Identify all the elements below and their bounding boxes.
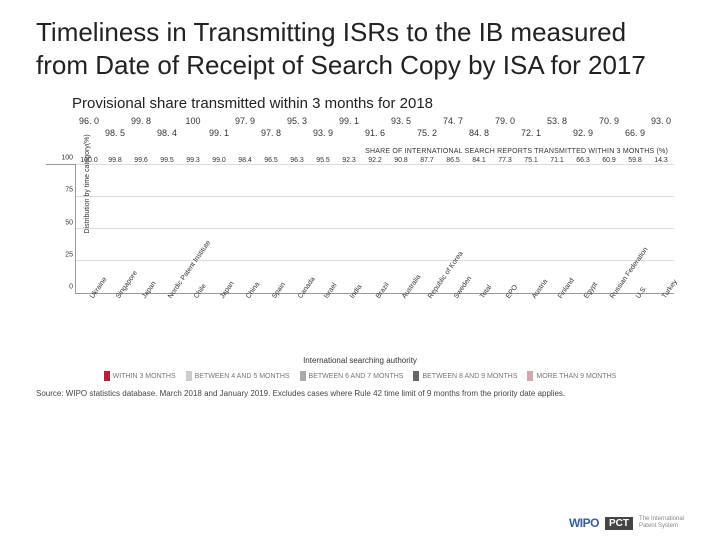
legend: WITHIN 3 MONTHS BETWEEN 4 AND 5 MONTHS BET… [46, 371, 674, 381]
chart-header-value: 92.3 [336, 157, 362, 164]
x-label: Japan [128, 294, 154, 354]
x-label: Brazil [362, 294, 388, 354]
chart-header-value: 66.3 [570, 157, 596, 164]
legend-item: BETWEEN 8 AND 9 MONTHS [413, 371, 517, 381]
x-label: India [336, 294, 362, 354]
provisional-value: 53. 8 [544, 116, 570, 126]
footer: WIPO PCT The InternationalPatent System [569, 516, 684, 530]
chart-header-value: 95.5 [310, 157, 336, 164]
chart-header-values: 100.099.899.699.599.399.098.496.596.395.… [76, 157, 674, 164]
chart-header-value: 99.3 [180, 157, 206, 164]
provisional-value: 95. 3 [284, 116, 310, 126]
x-label: Israel [310, 294, 336, 354]
legend-item: BETWEEN 6 AND 7 MONTHS [300, 371, 404, 381]
y-tick: 100 [61, 155, 73, 162]
chart-header-value: 96.3 [284, 157, 310, 164]
provisional-value: 99. 1 [336, 116, 362, 126]
provisional-value: 75. 2 [414, 116, 440, 138]
x-label: Sweden [440, 294, 466, 354]
chart-header-value: 14.3 [648, 157, 674, 164]
chart-section: SHARE OF INTERNATIONAL SEARCH REPORTS TR… [46, 148, 674, 381]
legend-item: WITHIN 3 MONTHS [104, 371, 176, 381]
footer-tagline: The InternationalPatent System [639, 516, 684, 529]
chart-header-value: 87.7 [414, 157, 440, 164]
chart-area: Distribution by time category(%) 0255075… [46, 164, 674, 294]
x-label: Republic of Korea [414, 294, 440, 354]
provisional-value: 96. 0 [76, 116, 102, 126]
x-label: U.S. [622, 294, 648, 354]
chart-header-value: 99.5 [154, 157, 180, 164]
provisional-value: 92. 9 [570, 116, 596, 138]
chart-header-value: 96.5 [258, 157, 284, 164]
slide-subtitle: Provisional share transmitted within 3 m… [72, 95, 684, 112]
source-note: Source: WIPO statistics database. March … [36, 389, 684, 398]
provisional-value: 97. 8 [258, 116, 284, 138]
x-label: Canada [284, 294, 310, 354]
provisional-value: 93. 9 [310, 116, 336, 138]
slide-title: Timeliness in Transmitting ISRs to the I… [36, 16, 684, 81]
x-label: Singapore [102, 294, 128, 354]
provisional-value: 84. 8 [466, 116, 492, 138]
provisional-value: 93. 5 [388, 116, 414, 126]
chart-header-value: 90.8 [388, 157, 414, 164]
provisional-value: 79. 0 [492, 116, 518, 126]
provisional-value: 74. 7 [440, 116, 466, 126]
chart-header-value: 99.0 [206, 157, 232, 164]
x-label: Finland [544, 294, 570, 354]
chart-header-value: 92.2 [362, 157, 388, 164]
chart-header-value: 99.8 [102, 157, 128, 164]
x-label: Spain [258, 294, 284, 354]
chart-header-value: 99.6 [128, 157, 154, 164]
chart-header-value: 98.4 [232, 157, 258, 164]
legend-item: MORE THAN 9 MONTHS [527, 371, 616, 381]
provisional-row: 96. 098. 599. 898. 410099. 197. 997. 895… [76, 116, 674, 148]
chart-header-value: 77.3 [492, 157, 518, 164]
legend-item: BETWEEN 4 AND 5 MONTHS [186, 371, 290, 381]
provisional-value: 70. 9 [596, 116, 622, 126]
pct-badge: PCT [605, 517, 633, 530]
y-tick: 25 [65, 251, 73, 258]
y-tick: 50 [65, 219, 73, 226]
chart-header-label: SHARE OF INTERNATIONAL SEARCH REPORTS TR… [46, 148, 668, 155]
wipo-logo: WIPO [569, 516, 599, 530]
x-label: Australia [388, 294, 414, 354]
provisional-value: 66. 9 [622, 116, 648, 138]
x-label: Nordic Patent Institute [154, 294, 180, 354]
y-tick: 0 [69, 284, 73, 291]
y-tick: 75 [65, 187, 73, 194]
provisional-value: 98. 4 [154, 116, 180, 138]
x-label: Ukraine [76, 294, 102, 354]
chart-header-value: 60.9 [596, 157, 622, 164]
y-axis: Distribution by time category(%) 0255075… [46, 165, 76, 294]
x-label: Russian Federation [596, 294, 622, 354]
x-label: Egypt [570, 294, 596, 354]
provisional-value: 98. 5 [102, 116, 128, 138]
provisional-value: 72. 1 [518, 116, 544, 138]
x-axis-title: International searching authority [46, 356, 674, 365]
x-label: Japan [206, 294, 232, 354]
chart-header-value: 84.1 [466, 157, 492, 164]
provisional-value: 91. 6 [362, 116, 388, 138]
x-label: China [232, 294, 258, 354]
x-label: Austria [518, 294, 544, 354]
chart-header-value: 86.5 [440, 157, 466, 164]
provisional-value: 100 [180, 116, 206, 126]
provisional-value: 93. 0 [648, 116, 674, 126]
x-label: Total [466, 294, 492, 354]
x-label: Turkey [648, 294, 674, 354]
provisional-value: 97. 9 [232, 116, 258, 126]
x-label: Chile [180, 294, 206, 354]
bars-region [76, 165, 674, 294]
chart-header-value: 75.1 [518, 157, 544, 164]
chart-header-value: 71.1 [544, 157, 570, 164]
x-label: EPO [492, 294, 518, 354]
x-labels: UkraineSingaporeJapanNordic Patent Insti… [76, 294, 674, 354]
provisional-value: 99. 1 [206, 116, 232, 138]
provisional-value: 99. 8 [128, 116, 154, 126]
chart-header-value: 59.8 [622, 157, 648, 164]
